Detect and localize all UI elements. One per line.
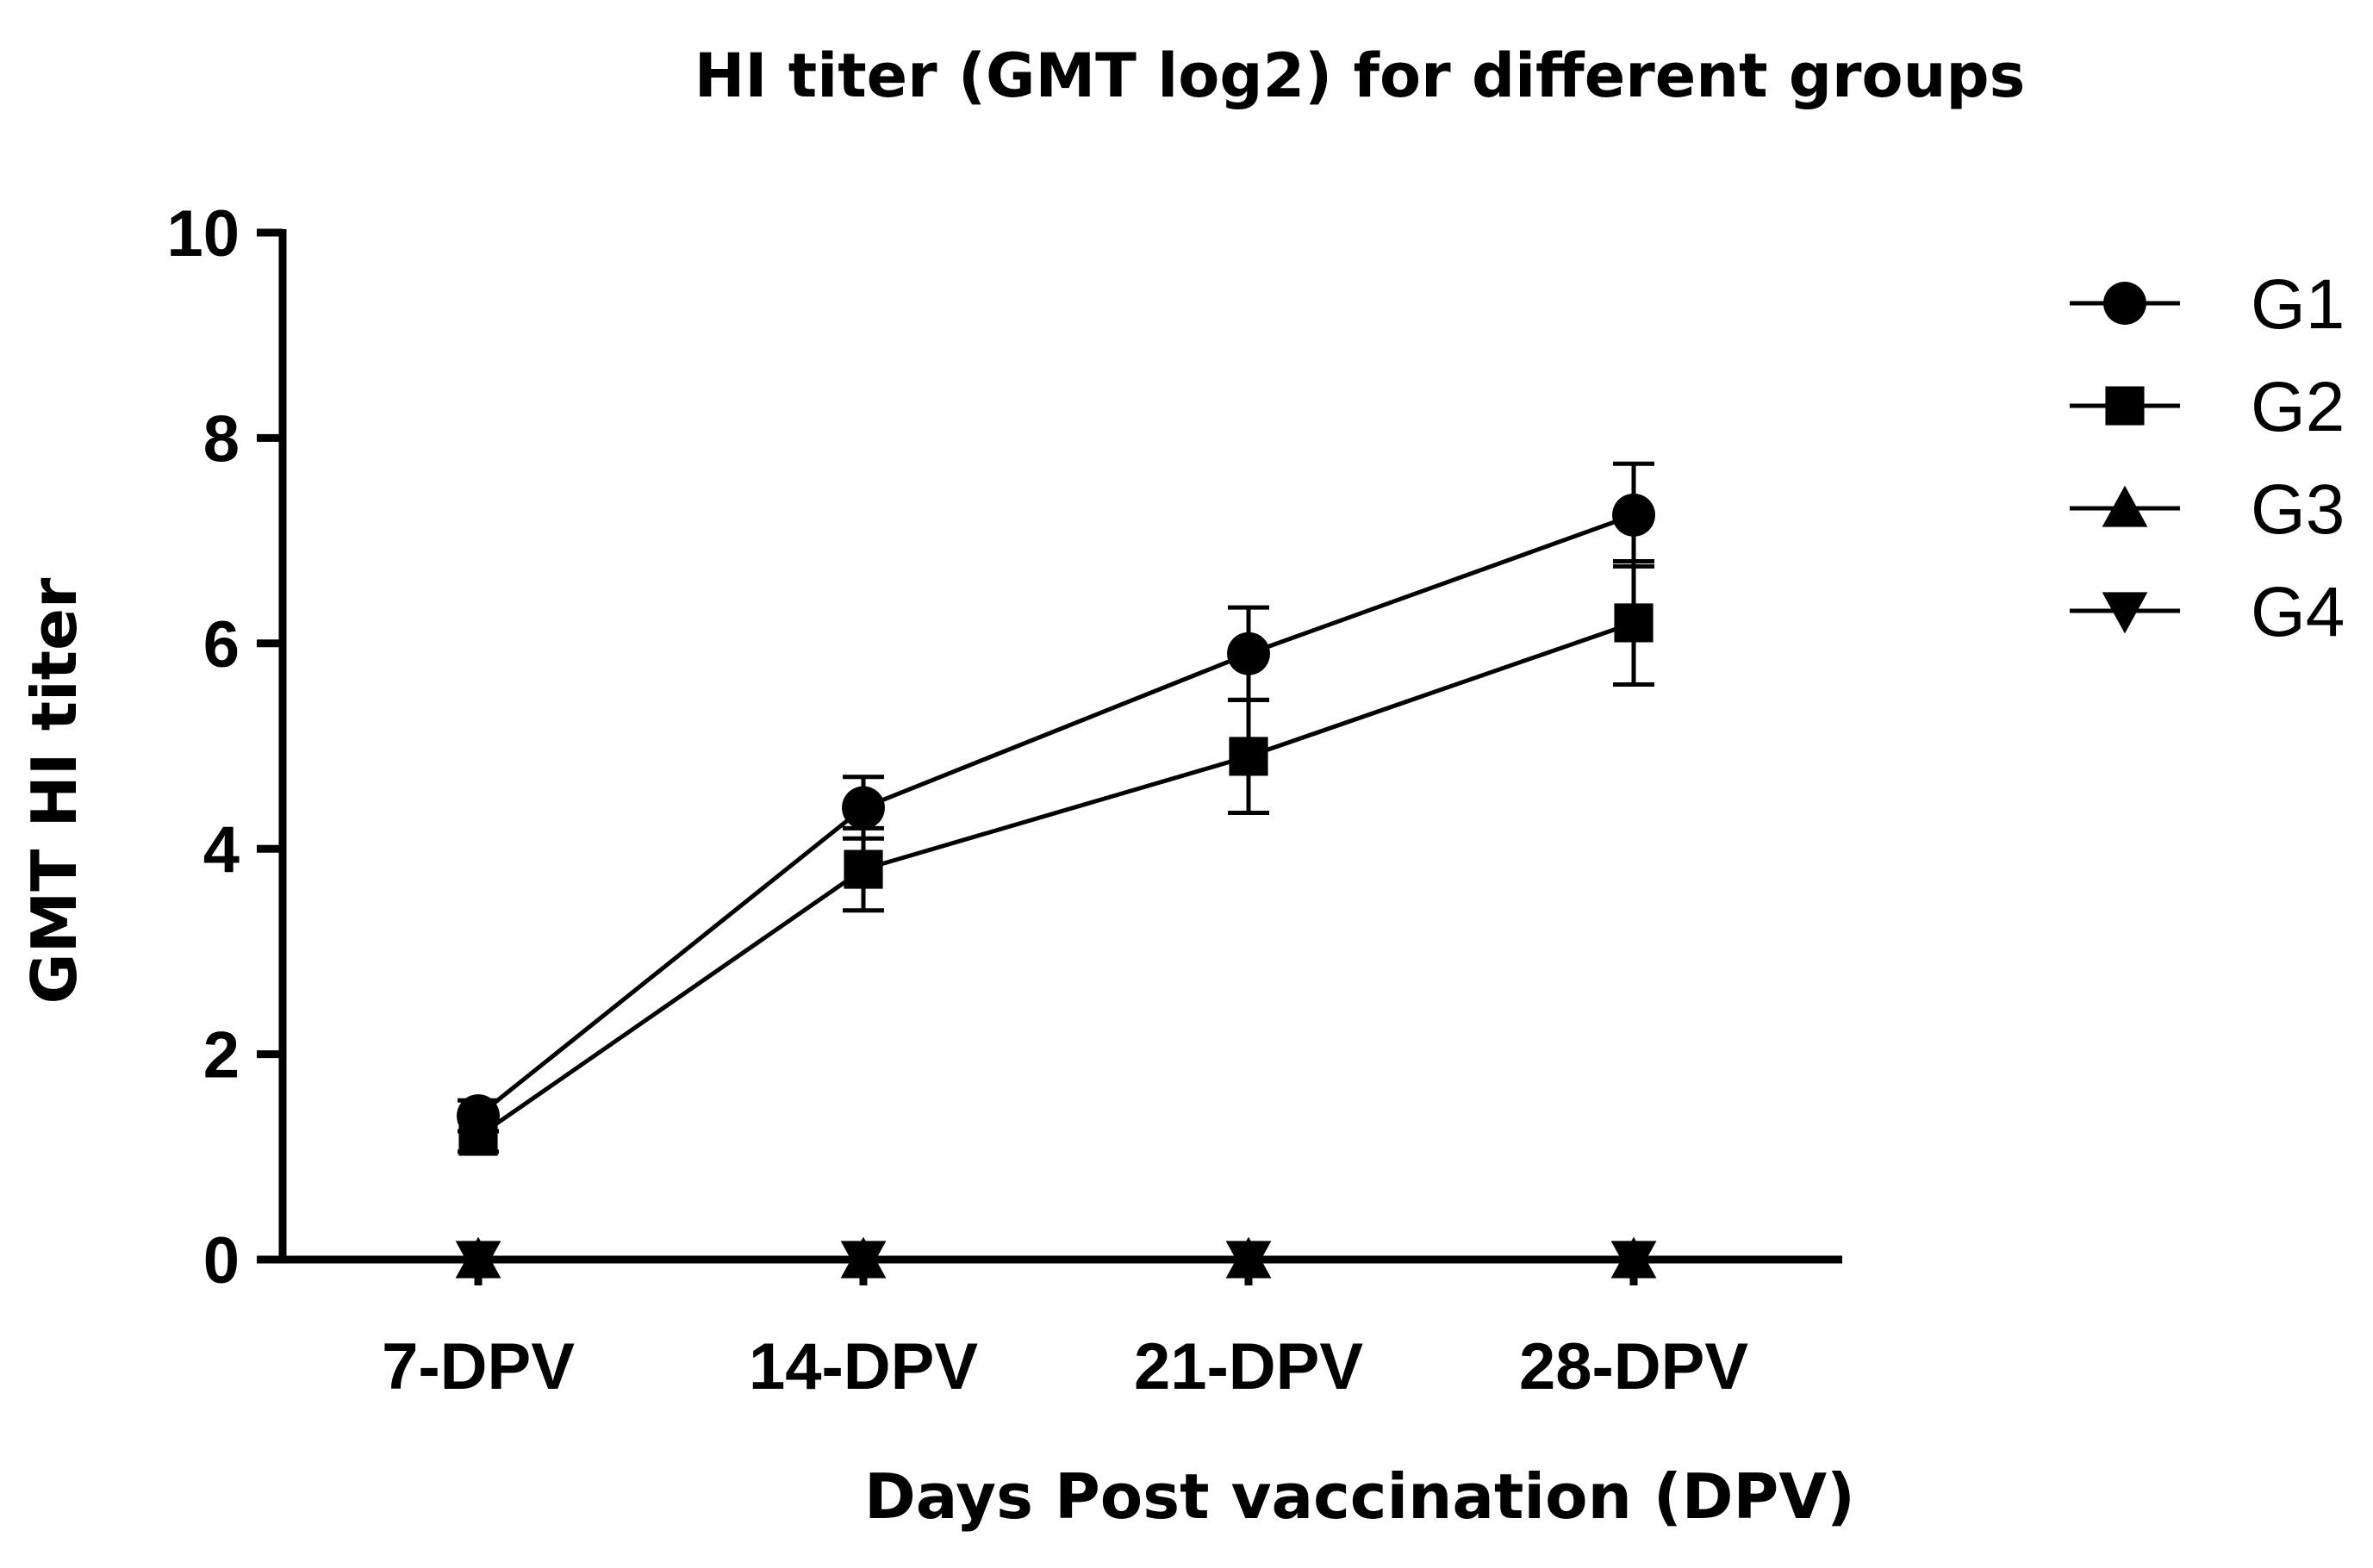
y-tick-label: 4: [203, 813, 240, 887]
data-point-g2: [844, 849, 883, 889]
data-point-g2: [1614, 603, 1654, 643]
plot-area: 0 2 4 6 8 10 7-DPV 14-DPV 21-DPV 28-DPV: [166, 197, 1842, 1403]
series-line-g1: [476, 513, 1635, 1118]
data-point-g1: [1227, 632, 1270, 675]
y-tick-label: 2: [203, 1019, 240, 1092]
data-point-g1: [1612, 493, 1655, 537]
data-point-g2: [1229, 737, 1268, 776]
legend-marker-g3: [2102, 485, 2148, 527]
legend-label-g4: G4: [2251, 573, 2345, 651]
y-axis-title: GMT HI titer: [18, 577, 90, 1004]
legend-label-g2: G2: [2251, 368, 2345, 446]
y-tick-label: 8: [203, 402, 240, 476]
legend-label-g1: G1: [2251, 265, 2345, 344]
x-tick-label: 7-DPV: [382, 1330, 575, 1403]
y-tick-label: 10: [166, 197, 240, 271]
y-tick-label: 6: [203, 608, 240, 681]
legend: G1 G2 G3 G4: [2070, 265, 2345, 651]
legend-marker-g4: [2102, 592, 2148, 634]
legend-marker-g1: [2103, 282, 2146, 325]
data-point-g3: [1225, 1236, 1272, 1279]
x-tick-label: 21-DPV: [1134, 1330, 1363, 1403]
data-point-g1: [457, 1094, 500, 1138]
data-point-g3: [840, 1236, 887, 1279]
data-point-g1: [842, 786, 885, 830]
series-line-g2: [476, 620, 1635, 1139]
y-tick-label: 0: [203, 1224, 240, 1297]
legend-label-g3: G3: [2251, 470, 2345, 549]
x-tick-label: 28-DPV: [1519, 1330, 1748, 1403]
x-axis-title: Days Post vaccination (DPV): [864, 1460, 1855, 1533]
data-point-g3: [1610, 1236, 1657, 1279]
x-tick-label: 14-DPV: [749, 1330, 978, 1403]
data-point-g3: [455, 1236, 501, 1279]
chart-title: HI titer (GMT log2) for different groups: [694, 40, 2025, 111]
legend-marker-g2: [2105, 386, 2145, 426]
